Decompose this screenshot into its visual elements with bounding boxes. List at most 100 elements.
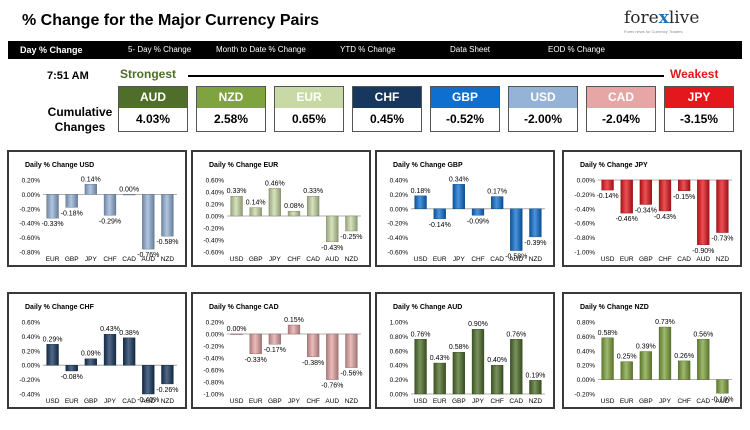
y-tick-label: 0.00% xyxy=(206,332,225,339)
x-tick-label: EUR xyxy=(620,256,634,263)
y-tick-label: -0.20% xyxy=(19,377,40,384)
timestamp: 7:51 AM xyxy=(47,70,89,82)
x-tick-label: EUR xyxy=(46,256,60,263)
chart-title: Daily % Change EUR xyxy=(209,162,278,169)
x-tick-label: GBP xyxy=(84,398,98,405)
x-tick-label: USD xyxy=(601,256,615,263)
y-tick-label: -0.60% xyxy=(387,250,408,257)
chart-eur: Daily % Change EUR 0.60% 0.40% 0.20% 0.00% -0… xyxy=(191,150,371,267)
tab-month-to-date-change[interactable]: Month to Date % Change xyxy=(216,45,306,54)
y-tick-label: 0.00% xyxy=(22,363,41,370)
y-tick-label: 0.20% xyxy=(390,377,409,384)
bar xyxy=(345,215,358,232)
data-label: 0.43% xyxy=(430,355,450,362)
data-label: -0.43% xyxy=(654,214,676,221)
bar xyxy=(601,179,614,191)
chart-title: Daily % Change JPY xyxy=(580,162,648,169)
x-tick-label: CHF xyxy=(103,256,116,263)
currency-change: -2.00% xyxy=(523,112,563,126)
currency-code: EUR xyxy=(275,87,343,108)
x-tick-label: AUD xyxy=(325,398,339,405)
data-label: 0.46% xyxy=(265,180,285,187)
data-label: 0.14% xyxy=(81,176,101,183)
y-tick-label: 0.00% xyxy=(206,214,225,221)
bar xyxy=(268,333,281,345)
data-label: 0.76% xyxy=(411,331,431,338)
y-tick-label: -0.40% xyxy=(203,356,224,363)
forexlive-logo[interactable]: forexlive Forex news for Currency Trader… xyxy=(624,8,734,38)
y-tick-label: 0.20% xyxy=(577,363,596,370)
data-label: -0.14% xyxy=(596,193,618,200)
data-label: -0.73% xyxy=(711,236,733,243)
tab-day-change[interactable]: Day % Change xyxy=(20,45,83,55)
bar xyxy=(345,333,358,368)
data-label: -0.58% xyxy=(156,239,178,246)
x-tick-label: CHF xyxy=(677,398,690,405)
data-label: 0.38% xyxy=(119,330,139,337)
bar xyxy=(249,207,262,217)
x-tick-label: USD xyxy=(46,398,60,405)
bar xyxy=(452,184,465,209)
bar xyxy=(433,362,446,395)
data-label: 0.25% xyxy=(617,354,637,361)
currency-change: 0.45% xyxy=(369,112,405,126)
x-tick-label: CHF xyxy=(490,398,503,405)
currency-code: JPY xyxy=(665,87,733,108)
data-label: -0.17% xyxy=(264,347,286,354)
bar xyxy=(697,339,710,380)
data-label: 0.09% xyxy=(81,351,101,358)
bar xyxy=(326,215,339,242)
y-tick-label: 0.20% xyxy=(206,202,225,209)
weakest-label: Weakest xyxy=(670,67,719,81)
y-tick-label: -0.60% xyxy=(203,250,224,257)
chart-title: Daily % Change CAD xyxy=(209,304,279,311)
currency-box-jpy: JPY -3.15% xyxy=(664,86,734,132)
bar xyxy=(697,179,710,246)
currency-code: NZD xyxy=(197,87,265,108)
x-tick-label: CHF xyxy=(287,256,300,263)
tab-eod-change[interactable]: EOD % Change xyxy=(548,45,605,54)
tab-data-sheet[interactable]: Data Sheet xyxy=(450,45,491,54)
y-tick-label: -0.80% xyxy=(203,380,224,387)
y-tick-label: 0.60% xyxy=(390,348,409,355)
x-tick-label: JPY xyxy=(269,256,282,263)
bar xyxy=(529,380,542,395)
tab-bar: Day % Change 5- Day % Change Month to Da… xyxy=(8,41,742,59)
y-tick-label: 0.20% xyxy=(206,320,225,327)
bar xyxy=(471,208,485,216)
x-tick-label: AUD xyxy=(696,256,710,263)
data-label: 0.26% xyxy=(674,353,694,360)
bar xyxy=(123,194,136,196)
chart-svg: Daily % Change USD 0.20% 0.00% -0.20% -0.40%… xyxy=(19,162,178,263)
y-tick-label: -0.40% xyxy=(203,238,224,245)
y-tick-label: 0.40% xyxy=(390,363,409,370)
x-tick-label: EUR xyxy=(249,398,263,405)
bar xyxy=(491,364,504,395)
data-label: -0.14% xyxy=(429,222,451,229)
tab-5day-change[interactable]: 5- Day % Change xyxy=(128,45,192,54)
data-label: 0.40% xyxy=(487,357,507,364)
data-label: 0.15% xyxy=(284,317,304,324)
bar xyxy=(658,179,672,212)
chart-svg: Daily % Change GBP 0.40% 0.20% 0.00% -0.20% -… xyxy=(387,162,546,263)
tab-ytd-change[interactable]: YTD % Change xyxy=(340,45,396,54)
x-tick-label: USD xyxy=(601,398,615,405)
strongest-label: Strongest xyxy=(120,67,177,81)
data-label: 0.73% xyxy=(655,319,675,326)
data-label: -0.18% xyxy=(61,210,83,217)
x-tick-label: GBP xyxy=(268,398,282,405)
data-label: -0.08% xyxy=(61,374,83,381)
y-tick-label: -0.20% xyxy=(19,206,40,213)
x-tick-label: JPY xyxy=(472,398,485,405)
data-label: 0.76% xyxy=(506,331,526,338)
bar xyxy=(142,194,155,250)
x-tick-label: NZD xyxy=(345,398,359,405)
x-tick-label: JPY xyxy=(288,398,301,405)
bar xyxy=(452,352,465,395)
data-label: -0.09% xyxy=(467,218,489,225)
data-label: -0.39% xyxy=(524,240,546,247)
y-tick-label: -0.20% xyxy=(203,344,224,351)
x-tick-label: EUR xyxy=(433,398,447,405)
chart-nzd: Daily % Change NZD 0.80% 0.60% 0.40% 0.20% 0.… xyxy=(562,292,742,409)
x-tick-label: JPY xyxy=(85,256,98,263)
